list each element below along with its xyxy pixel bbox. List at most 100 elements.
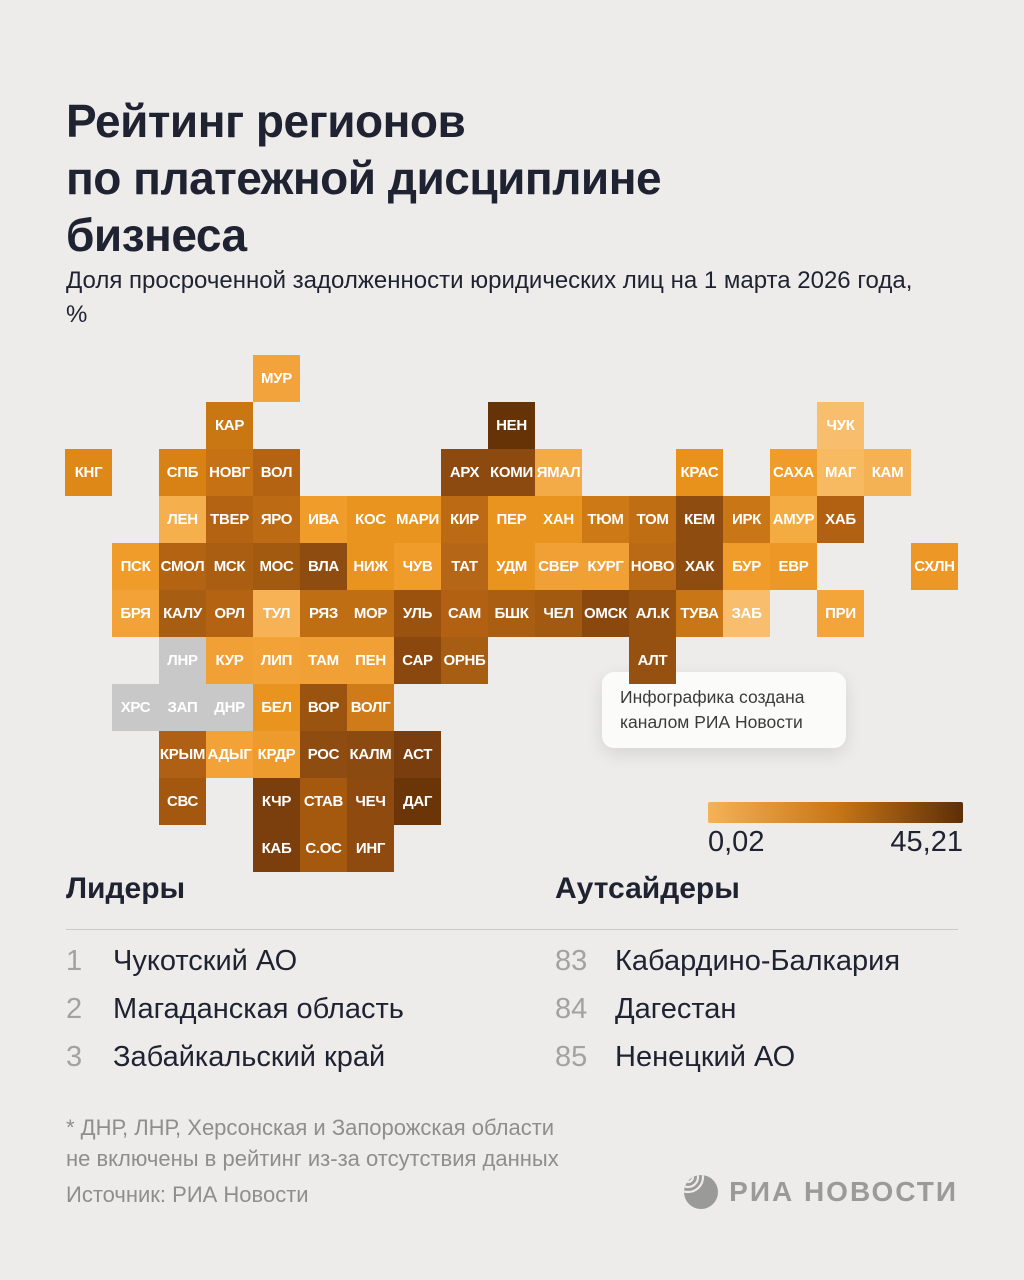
region-tile-С.ОС: С.ОС: [300, 825, 347, 872]
region-tile-ВЛА: ВЛА: [300, 543, 347, 590]
region-name: Кабардино-Балкария: [615, 945, 901, 977]
region-tile-АЛТ: АЛТ: [629, 637, 676, 684]
region-tile-НОВО: НОВО: [629, 543, 676, 590]
region-name: Забайкальский край: [113, 1041, 386, 1073]
region-tile-КИР: КИР: [441, 496, 488, 543]
region-tile-СМОЛ: СМОЛ: [159, 543, 206, 590]
region-tile-КНГ: КНГ: [65, 449, 112, 496]
region-tile-КАЛМ: КАЛМ: [347, 731, 394, 778]
region-tile-УДМ: УДМ: [488, 543, 535, 590]
leaders-list: 1 Чукотский АО 2 Магаданская область 3 З…: [66, 945, 404, 1073]
region-tile-ХРС: ХРС: [112, 684, 159, 731]
region-tile-ДАГ: ДАГ: [394, 778, 441, 825]
region-tile-ТОМ: ТОМ: [629, 496, 676, 543]
region-tile-УЛЬ: УЛЬ: [394, 590, 441, 637]
region-name: Ненецкий АО: [615, 1041, 796, 1073]
region-tile-БЕЛ: БЕЛ: [253, 684, 300, 731]
rank-number: 85: [555, 1041, 588, 1073]
region-tile-ЛЕН: ЛЕН: [159, 496, 206, 543]
region-tile-ИНГ: ИНГ: [347, 825, 394, 872]
legend-labels: 0,02 45,21: [708, 826, 963, 859]
region-tile-ЗАБ: ЗАБ: [723, 590, 770, 637]
region-tile-ХАБ: ХАБ: [817, 496, 864, 543]
region-tile-АДЫГ: АДЫГ: [206, 731, 253, 778]
title-line-2: по платежной дисциплине: [66, 151, 662, 204]
region-tile-ХАН: ХАН: [535, 496, 582, 543]
region-tile-ТУЛ: ТУЛ: [253, 590, 300, 637]
region-name: Магаданская область: [113, 993, 404, 1025]
section-divider: [66, 929, 958, 930]
rank-number: 1: [66, 945, 83, 977]
list-item: 85 Ненецкий АО: [555, 1041, 900, 1073]
legend-gradient-bar: [708, 802, 963, 823]
region-tile-ИВА: ИВА: [300, 496, 347, 543]
outsiders-list: 83 Кабардино-Балкария 84 Дагестан 85 Нен…: [555, 945, 900, 1073]
logo-text: РИА НОВОСТИ: [729, 1176, 958, 1207]
region-tile-МОС: МОС: [253, 543, 300, 590]
footnote-line-2: не включены в рейтинг из-за отсутствия д…: [66, 1146, 559, 1171]
region-tile-БУР: БУР: [723, 543, 770, 590]
region-tile-КЕМ: КЕМ: [676, 496, 723, 543]
page-title: Рейтинг регионов по платежной дисциплине…: [66, 93, 662, 264]
outsiders-heading: Аутсайдеры: [555, 872, 740, 905]
region-tile-ЧУК: ЧУК: [817, 402, 864, 449]
region-tile-ВОЛ: ВОЛ: [253, 449, 300, 496]
region-tile-СВС: СВС: [159, 778, 206, 825]
footnote-line-1: * ДНР, ЛНР, Херсонская и Запорожская обл…: [66, 1115, 555, 1140]
footnote: * ДНР, ЛНР, Херсонская и Запорожская обл…: [66, 1112, 559, 1174]
title-line-3: бизнеса: [66, 208, 247, 261]
ria-novosti-logo: РИА НОВОСТИ: [683, 1174, 958, 1210]
region-tile-ЗАП: ЗАП: [159, 684, 206, 731]
rank-number: 3: [66, 1041, 83, 1073]
leaders-heading: Лидеры: [66, 872, 186, 905]
region-tile-КРЫМ: КРЫМ: [159, 731, 206, 778]
region-tile-ЛИП: ЛИП: [253, 637, 300, 684]
region-tile-МСК: МСК: [206, 543, 253, 590]
region-tile-КРДР: КРДР: [253, 731, 300, 778]
attribution-tooltip: Инфографика создана каналом РИА Новости: [602, 672, 846, 748]
region-tile-КОМИ: КОМИ: [488, 449, 535, 496]
region-tile-НЕН: НЕН: [488, 402, 535, 449]
region-name: Дагестан: [615, 993, 737, 1025]
region-tile-БШК: БШК: [488, 590, 535, 637]
region-tile-АЛ.К: АЛ.К: [629, 590, 676, 637]
legend-max-label: 45,21: [890, 826, 963, 858]
tooltip-line-2: каналом РИА Новости: [620, 712, 803, 732]
region-tile-ОРНБ: ОРНБ: [441, 637, 488, 684]
region-tile-РОС: РОС: [300, 731, 347, 778]
region-tile-КАМ: КАМ: [864, 449, 911, 496]
region-tile-АМУР: АМУР: [770, 496, 817, 543]
region-tile-СВЕР: СВЕР: [535, 543, 582, 590]
region-tile-СТАВ: СТАВ: [300, 778, 347, 825]
region-tile-ЕВР: ЕВР: [770, 543, 817, 590]
region-tile-ТАМ: ТАМ: [300, 637, 347, 684]
list-item: 83 Кабардино-Балкария: [555, 945, 900, 977]
tile-map: МУР КАР НЕН ЧУК КНГ СПБ НОВГ ВОЛ АРХ КОМИ ЯМАЛ КРАС…: [65, 355, 958, 872]
region-tile-АРХ: АРХ: [441, 449, 488, 496]
region-tile-КАБ: КАБ: [253, 825, 300, 872]
globe-icon: [683, 1174, 719, 1210]
region-tile-САМ: САМ: [441, 590, 488, 637]
region-tile-ТВЕР: ТВЕР: [206, 496, 253, 543]
region-tile-МАРИ: МАРИ: [394, 496, 441, 543]
region-tile-КЧР: КЧР: [253, 778, 300, 825]
region-tile-ОМСК: ОМСК: [582, 590, 629, 637]
title-line-1: Рейтинг регионов: [66, 94, 466, 147]
region-tile-КУР: КУР: [206, 637, 253, 684]
region-tile-ПРИ: ПРИ: [817, 590, 864, 637]
region-tile-ПЕН: ПЕН: [347, 637, 394, 684]
list-item: 1 Чукотский АО: [66, 945, 404, 977]
region-tile-ЧЕЧ: ЧЕЧ: [347, 778, 394, 825]
region-tile-СПБ: СПБ: [159, 449, 206, 496]
rank-number: 83: [555, 945, 588, 977]
region-tile-ИРК: ИРК: [723, 496, 770, 543]
region-tile-ВОЛГ: ВОЛГ: [347, 684, 394, 731]
region-tile-РЯЗ: РЯЗ: [300, 590, 347, 637]
region-tile-САХА: САХА: [770, 449, 817, 496]
region-name: Чукотский АО: [113, 945, 298, 977]
source-label: Источник: РИА Новости: [66, 1182, 309, 1207]
region-tile-НОВГ: НОВГ: [206, 449, 253, 496]
region-tile-КОС: КОС: [347, 496, 394, 543]
region-tile-ДНР: ДНР: [206, 684, 253, 731]
